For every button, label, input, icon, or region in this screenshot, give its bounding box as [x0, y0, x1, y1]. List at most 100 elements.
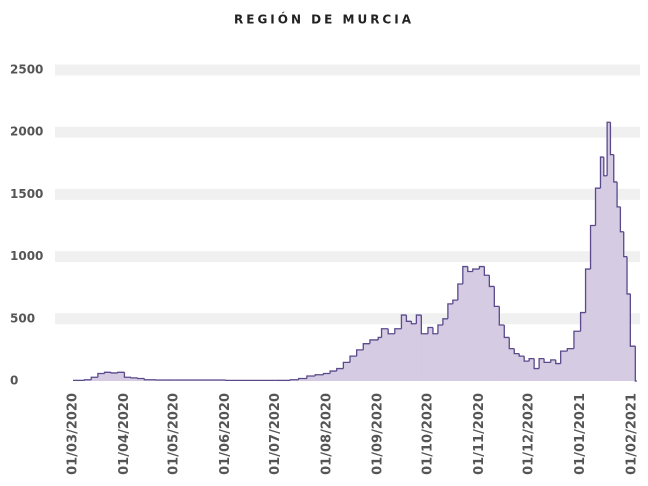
x-tick-label: 01/09/2020: [371, 393, 386, 475]
step-line: [400, 314, 407, 329]
step-area: [550, 359, 557, 381]
step-area: [394, 328, 402, 381]
step-line: [289, 379, 299, 381]
y-tick-label: 1000: [10, 249, 43, 263]
step-line: [538, 357, 545, 369]
step-line: [415, 314, 422, 324]
step-line: [137, 377, 145, 380]
step-area: [406, 321, 412, 381]
x-tick-label: 01/11/2020: [472, 393, 487, 475]
step-area: [381, 328, 389, 381]
step-line: [117, 371, 125, 373]
step-line: [362, 343, 370, 350]
step-area: [124, 377, 132, 381]
x-tick-label: 01/01/2021: [573, 393, 588, 475]
step-line: [380, 328, 389, 338]
step-area: [363, 343, 371, 381]
step-line: [90, 376, 98, 380]
step-line: [329, 370, 337, 374]
step-line: [336, 367, 344, 372]
step-line: [560, 350, 568, 364]
step-line: [603, 157, 608, 177]
step-area: [350, 356, 358, 381]
step-area: [467, 271, 474, 381]
step-area: [437, 325, 444, 381]
y-tick-label: 1500: [10, 187, 43, 201]
x-tick-label: 01/04/2020: [117, 393, 132, 475]
step-line: [594, 187, 601, 226]
step-area: [529, 358, 535, 381]
step-area: [472, 269, 480, 381]
step-line: [355, 349, 364, 357]
step-area: [514, 353, 520, 381]
step-area: [457, 283, 464, 381]
step-line: [573, 330, 581, 349]
step-area: [306, 376, 316, 381]
step-area: [573, 331, 581, 381]
step-area: [617, 206, 621, 381]
step-area: [117, 372, 125, 381]
step-area: [504, 337, 510, 381]
step-line: [513, 348, 520, 355]
step-area: [555, 363, 562, 381]
step-area: [484, 275, 490, 381]
step-line: [493, 286, 500, 308]
step-line: [130, 377, 138, 379]
step-line: [623, 231, 628, 258]
step-line: [609, 122, 614, 156]
step-area: [427, 327, 434, 381]
step-area: [401, 315, 407, 381]
step-line: [626, 256, 631, 295]
step-line: [306, 375, 316, 379]
step-line: [432, 327, 438, 335]
step-line: [606, 121, 611, 176]
step-line: [584, 268, 591, 313]
step-line: [83, 379, 92, 381]
step-area: [452, 300, 459, 381]
step-area: [610, 154, 615, 381]
x-tick-label: 01/06/2020: [218, 393, 233, 475]
step-line: [394, 328, 402, 334]
step-area: [416, 315, 422, 381]
step-line: [457, 283, 463, 301]
step-line: [442, 318, 448, 326]
step-area: [585, 269, 591, 381]
step-area: [494, 306, 500, 381]
step-area: [623, 256, 628, 381]
step-line: [467, 266, 473, 273]
step-area: [411, 323, 417, 381]
step-area: [509, 348, 515, 381]
y-tick-label: 2500: [10, 63, 43, 77]
step-line: [410, 321, 417, 325]
step-line: [478, 265, 485, 270]
step-line: [322, 372, 331, 375]
step-area: [603, 175, 608, 381]
step-line: [387, 328, 395, 335]
step-area: [607, 122, 611, 382]
step-area: [298, 378, 308, 381]
step-line: [462, 265, 468, 284]
step-area: [524, 361, 530, 381]
step-line: [314, 374, 324, 377]
step-line: [518, 353, 525, 357]
x-tick-label: 01/03/2020: [66, 393, 81, 475]
step-line: [377, 336, 382, 340]
step-line: [579, 311, 586, 332]
step-area: [613, 181, 618, 381]
step-area: [590, 225, 596, 381]
y-tick-label: 0: [10, 374, 18, 388]
step-area: [560, 351, 568, 381]
step-area: [627, 293, 631, 381]
step-line: [342, 361, 351, 369]
step-area: [600, 157, 605, 381]
step-area: [432, 333, 439, 381]
step-line: [427, 326, 433, 334]
step-area: [499, 325, 505, 381]
y-tick-label: 500: [10, 311, 35, 325]
step-line: [447, 303, 453, 319]
step-area: [630, 346, 636, 381]
step-line: [297, 377, 307, 380]
step-line: [488, 275, 495, 288]
step-area: [479, 266, 485, 381]
